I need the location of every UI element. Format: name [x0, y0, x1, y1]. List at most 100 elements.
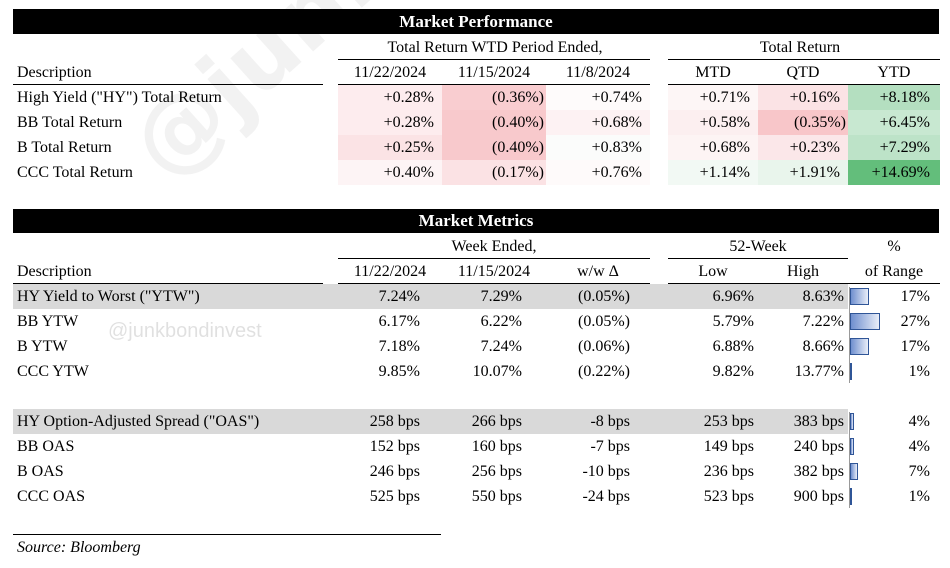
value: +0.68% [699, 139, 750, 156]
perf-shade [848, 160, 940, 185]
value: 6.88% [712, 338, 754, 355]
value: 900 bps [793, 488, 844, 505]
value: 160 bps [471, 438, 522, 455]
value: 525 bps [369, 488, 420, 505]
value: 256 bps [471, 463, 522, 480]
metrics-underline-cols [338, 283, 650, 284]
perf-shade [758, 85, 848, 110]
range-bar [850, 488, 852, 505]
value: 6.22% [480, 313, 522, 330]
perf-shade [338, 135, 442, 160]
value: 236 bps [703, 463, 754, 480]
value: 152 bps [369, 438, 420, 455]
perf-col-mtd: MTD [695, 64, 731, 81]
row-label: CCC Total Return [17, 164, 133, 181]
perf-underline-cols2 [668, 84, 940, 85]
range-pct: 1% [908, 363, 930, 380]
perf-underline-total [668, 59, 940, 60]
metrics-col-high: High [787, 263, 819, 280]
value: (0.40%) [492, 139, 544, 156]
perf-col-ytd: YTD [877, 64, 911, 81]
value: 523 bps [703, 488, 754, 505]
value: +0.25% [383, 139, 434, 156]
value: (0.22%) [578, 363, 630, 380]
value: +0.74% [591, 89, 642, 106]
perf-underline-cols [338, 84, 650, 85]
value: +0.28% [383, 114, 434, 131]
range-pct: 17% [900, 288, 930, 305]
row-label: B Total Return [17, 139, 112, 156]
perf-shade [668, 160, 758, 185]
perf-group-wtd: Total Return WTD Period Ended, [387, 39, 603, 56]
perf-shade [338, 110, 442, 135]
range-bar [850, 313, 880, 330]
value: +0.83% [591, 139, 642, 156]
metrics-col-2: 11/15/2024 [457, 263, 531, 280]
perf-col-1: 11/22/2024 [353, 64, 427, 81]
row-label: HY Yield to Worst ("YTW") [17, 288, 200, 305]
value: +0.76% [591, 164, 642, 181]
value: 550 bps [471, 488, 522, 505]
value: 382 bps [793, 463, 844, 480]
perf-group-total: Total Return [759, 39, 841, 56]
value: (0.35%) [794, 114, 846, 131]
perf-shade [668, 135, 758, 160]
range-bar [850, 463, 858, 480]
value: (0.40%) [492, 114, 544, 131]
value: 7.22% [802, 313, 844, 330]
row-label: B OAS [17, 463, 64, 480]
perf-shade [442, 160, 546, 185]
range-pct: 1% [908, 488, 930, 505]
perf-shade [442, 110, 546, 135]
perf-shade [338, 160, 442, 185]
value: (0.36%) [492, 89, 544, 106]
range-bar [850, 288, 869, 305]
perf-col-qtd: QTD [786, 64, 820, 81]
value: (0.05%) [578, 313, 630, 330]
metrics-col-description: Description [17, 263, 92, 280]
value: 6.17% [378, 313, 420, 330]
perf-shade [442, 135, 546, 160]
value: +0.28% [383, 89, 434, 106]
perf-shade [848, 135, 940, 160]
perf-shade [758, 135, 848, 160]
value: 149 bps [703, 438, 754, 455]
value: 10.07% [472, 363, 522, 380]
value: +0.71% [699, 89, 750, 106]
range-axis [849, 412, 850, 508]
value: +14.69% [871, 164, 930, 181]
range-pct: 17% [900, 338, 930, 355]
value: -10 bps [582, 463, 630, 480]
value: 7.24% [378, 288, 420, 305]
range-pct: 27% [900, 313, 930, 330]
range-bar [850, 363, 852, 380]
source-rule [13, 534, 441, 535]
range-bar [850, 438, 854, 455]
value: 246 bps [369, 463, 420, 480]
row-label: CCC YTW [17, 363, 89, 380]
value: (0.17%) [492, 164, 544, 181]
range-axis [849, 287, 850, 383]
value: 240 bps [793, 438, 844, 455]
metrics-group-week: Week Ended, [451, 238, 537, 255]
metrics-underline-desc [13, 283, 323, 284]
metrics-col-low: Low [698, 263, 728, 280]
perf-shade [848, 85, 940, 110]
perf-shade [546, 160, 650, 185]
value: +1.14% [699, 164, 750, 181]
watermark-small: @junkbondinvest [108, 320, 262, 342]
value: +6.45% [879, 114, 930, 131]
range-pct: 4% [908, 438, 930, 455]
source-note: Source: Bloomberg [17, 539, 141, 556]
metrics-pct-bottom: of Range [864, 263, 924, 280]
value: +0.40% [383, 164, 434, 181]
metrics-col-1: 11/22/2024 [353, 263, 427, 280]
range-bar [850, 338, 869, 355]
perf-underline-wtd [338, 59, 650, 60]
value: 9.85% [378, 363, 420, 380]
value: 9.82% [712, 363, 754, 380]
perf-title: Market Performance [13, 9, 939, 34]
perf-col-description: Description [17, 64, 92, 81]
value: 383 bps [793, 413, 844, 430]
perf-shade [442, 85, 546, 110]
